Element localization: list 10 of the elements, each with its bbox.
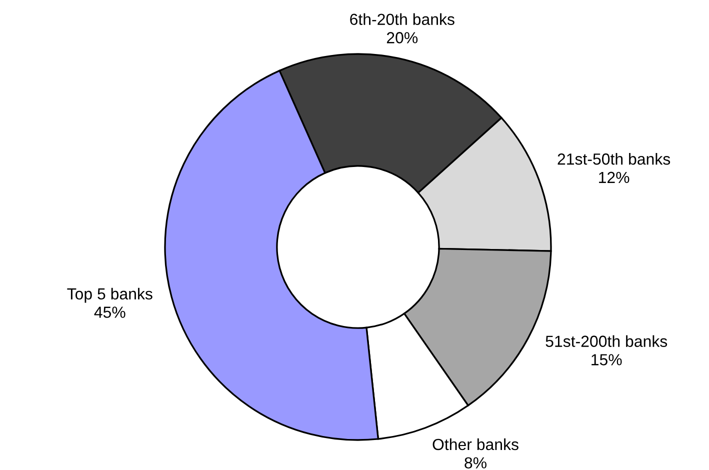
data-label: 45%: [94, 306, 126, 318]
slice-label: Other banks: [432, 438, 518, 450]
slice-label: 6th-20th banks: [350, 13, 454, 26]
slice-label: 51st-200th banks: [546, 335, 668, 347]
slice-label: 21st-50th banks: [558, 153, 670, 165]
data-label: 20%: [386, 32, 418, 44]
data-label: 8%: [464, 457, 486, 468]
slice-label: Top 5 banks: [67, 288, 152, 303]
data-label: 12%: [599, 172, 630, 184]
data-label: 15%: [592, 354, 622, 366]
